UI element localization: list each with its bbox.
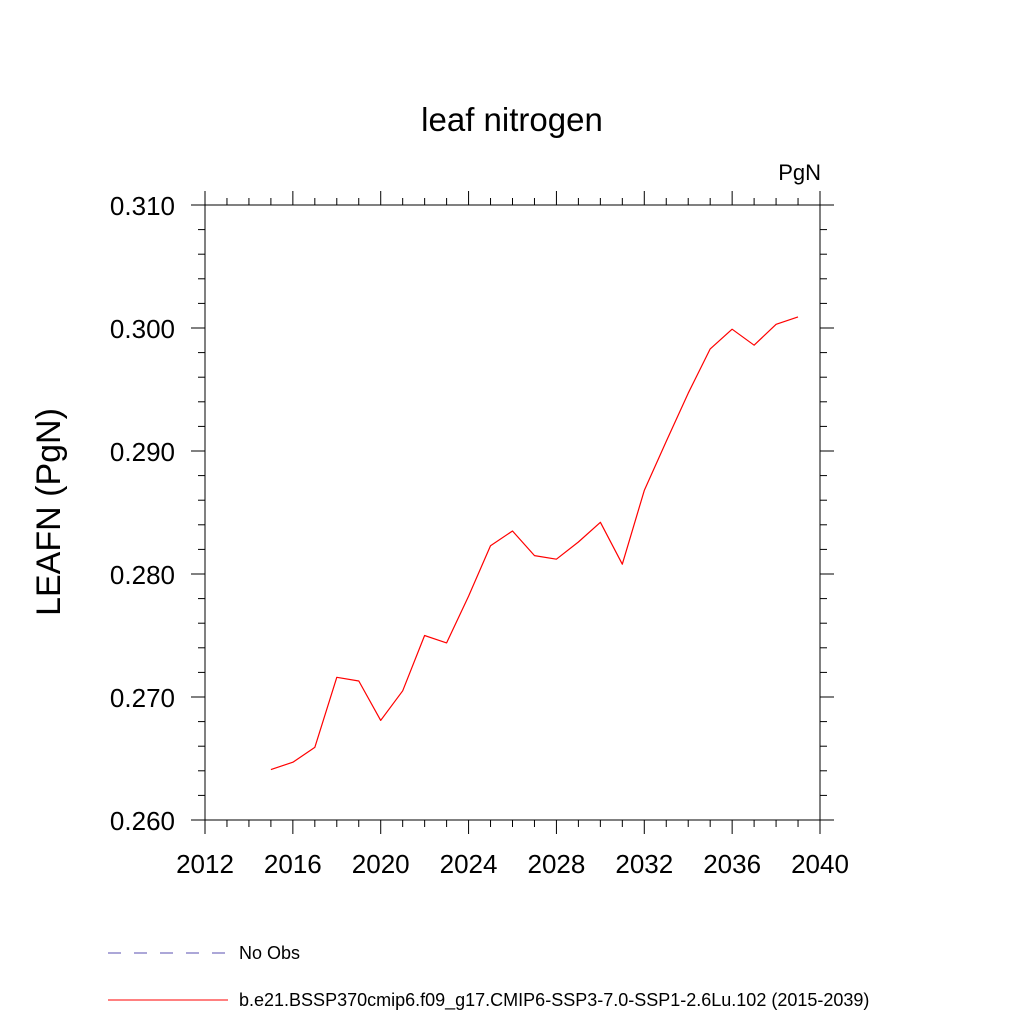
legend-model-label: b.e21.BSSP370cmip6.f09_g17.CMIP6-SSP3-7.… xyxy=(239,990,869,1011)
x-tick-label: 2040 xyxy=(791,849,849,879)
x-tick-label: 2032 xyxy=(615,849,673,879)
x-tick-label: 2036 xyxy=(703,849,761,879)
plot-frame xyxy=(204,204,821,821)
x-tick-label: 2028 xyxy=(528,849,586,879)
x-tick-label: 2016 xyxy=(264,849,322,879)
y-axis-label: LEAFN (PgN) xyxy=(30,408,68,616)
series-line xyxy=(270,316,799,771)
y-tick-label: 0.260 xyxy=(110,806,175,836)
x-tick-label: 2012 xyxy=(176,849,234,879)
y-tick-label: 0.280 xyxy=(110,560,175,590)
units-label: PgN xyxy=(778,160,821,185)
chart-title: leaf nitrogen xyxy=(421,101,603,138)
y-tick-label: 0.310 xyxy=(110,191,175,221)
x-tick-label: 2020 xyxy=(352,849,410,879)
y-tick-label: 0.300 xyxy=(110,314,175,344)
y-tick-label: 0.270 xyxy=(110,683,175,713)
x-tick-label: 2024 xyxy=(440,849,498,879)
y-tick-label: 0.290 xyxy=(110,437,175,467)
legend-no-obs-label: No Obs xyxy=(239,943,300,963)
